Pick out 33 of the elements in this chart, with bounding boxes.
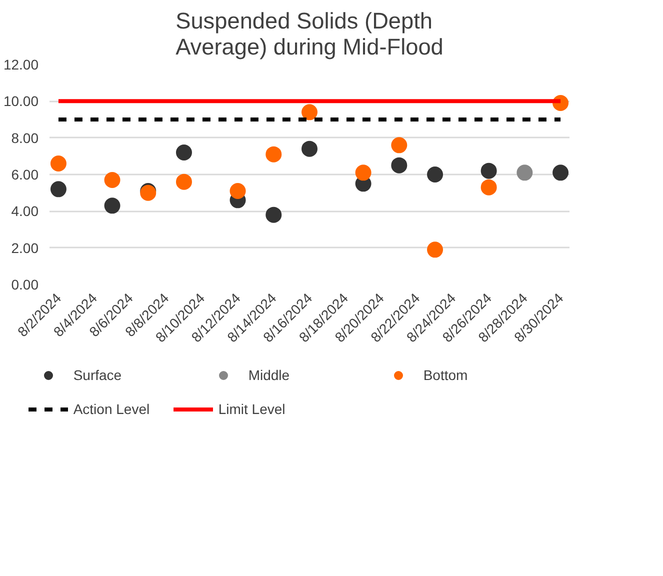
y-tick-label: 10.00 — [3, 93, 39, 110]
point — [104, 198, 120, 214]
legend-label: Bottom — [423, 367, 469, 383]
point — [266, 146, 282, 162]
point — [302, 104, 318, 120]
point — [355, 164, 372, 181]
point — [176, 174, 192, 190]
legend-label: Limit Level — [218, 401, 286, 417]
point — [176, 144, 192, 160]
point — [50, 181, 66, 198]
y-tick-label: 4.00 — [11, 203, 39, 220]
y-tick-label: 6.00 — [11, 166, 39, 182]
chart-title: Suspended Solids (Depth Average) during Mid-Flood — [176, 8, 444, 60]
y-tick-label: 0.00 — [11, 276, 39, 292]
point — [230, 183, 246, 199]
point — [50, 156, 66, 172]
point — [480, 162, 497, 179]
point — [266, 206, 282, 223]
point — [427, 242, 444, 258]
point — [480, 179, 497, 196]
legend-label: Surface — [73, 367, 123, 383]
point — [391, 137, 408, 154]
point — [302, 140, 318, 157]
y-tick-label: 8.00 — [11, 130, 39, 146]
point — [516, 164, 533, 181]
point — [552, 164, 569, 181]
point — [104, 172, 120, 188]
point — [427, 166, 444, 182]
y-tick-label: 12.00 — [3, 56, 39, 72]
legend-label: Action Level — [73, 401, 151, 417]
legend-label: Middle — [248, 367, 291, 383]
y-tick-label: 2.00 — [11, 240, 39, 256]
point — [391, 157, 408, 174]
